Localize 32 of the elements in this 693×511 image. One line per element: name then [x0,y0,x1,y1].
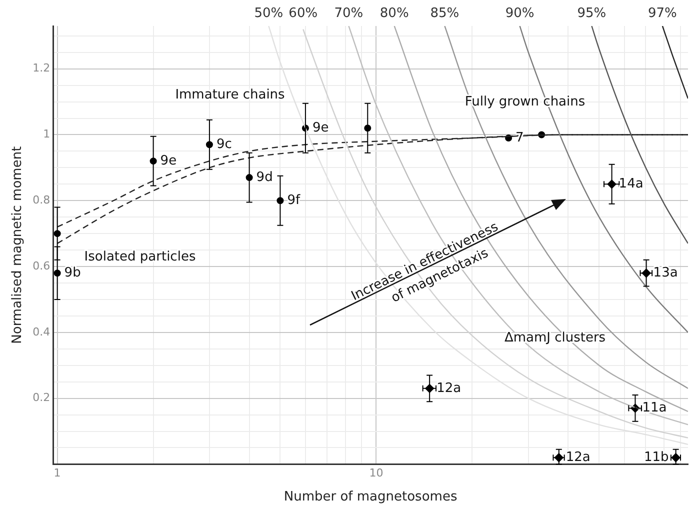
x-tick-label: 10 [369,466,384,480]
series-label: 80% [380,6,409,21]
y-tick-label: 0.2 [32,391,50,404]
y-tick-label: 1 [43,128,50,141]
y-tick-label: 0.8 [32,193,50,206]
annotation: Isolated particles [84,249,196,264]
annotation: 11b [644,450,669,465]
series-label: 95% [577,6,606,21]
annotation: 13a [653,265,678,280]
y-tick-label: 1.2 [32,62,50,75]
series-label: 90% [505,6,534,21]
series-label: 60% [288,6,318,21]
series-label: 85% [430,6,460,21]
annotation: 12a [566,450,590,465]
y-tick-label: 0.4 [32,325,50,338]
annotation: 9e [312,120,329,136]
annotation: 9b [64,265,81,280]
annotation: 9e [160,153,177,168]
annotation: 11a [642,400,667,416]
annotation: 14a [618,176,644,192]
annotation: 12a [436,380,462,396]
annotation: 9f [287,192,300,208]
series-label: 50% [254,6,284,21]
annotation: 9d [256,170,273,185]
x-axis-title: Number of magnetosomes [284,490,458,505]
annotation: Immature chains [175,87,286,102]
series-label: 97% [648,6,677,21]
series-label: 70% [334,6,364,21]
annotation: 9c [216,136,232,152]
annotation: ΔmamJ clusters [504,330,606,346]
y-tick-label: 0.6 [32,259,50,272]
y-axis-title: Normalised magnetic moment [10,146,26,344]
